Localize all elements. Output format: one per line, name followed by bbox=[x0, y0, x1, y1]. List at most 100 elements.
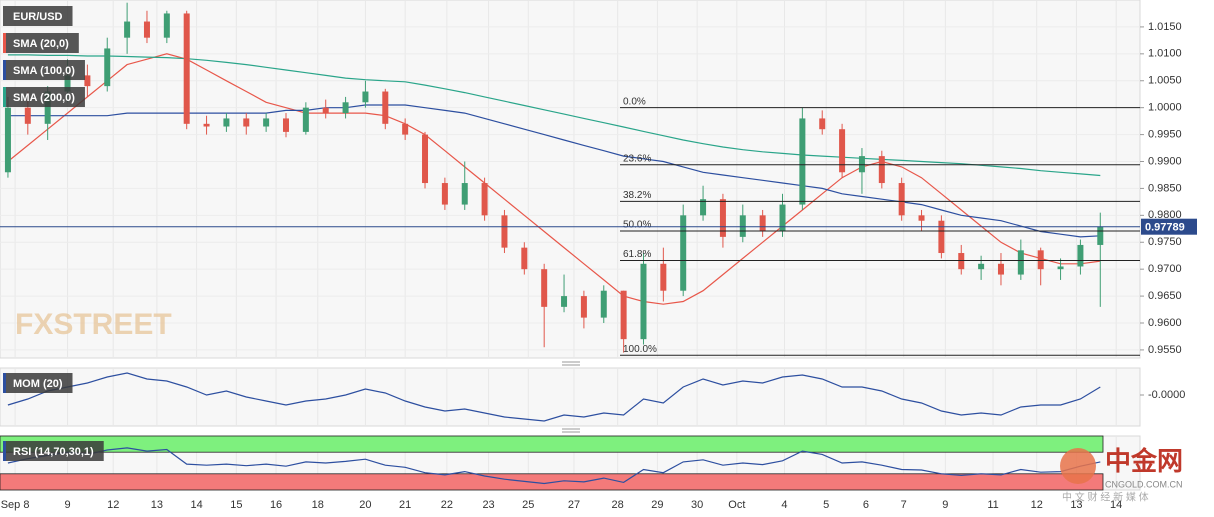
x-tick-label: 20 bbox=[359, 499, 371, 511]
candle-body bbox=[203, 123, 210, 127]
legend-box bbox=[3, 87, 85, 107]
candle-body bbox=[521, 247, 528, 270]
legend-box bbox=[3, 441, 104, 461]
candle-body bbox=[124, 21, 131, 38]
y-tick-label: 0.9650 bbox=[1148, 290, 1182, 302]
candle-body bbox=[779, 204, 786, 232]
logo-domain: CNGOLD.COM.CN bbox=[1105, 479, 1183, 489]
x-tick-label: Oct bbox=[728, 499, 745, 511]
candle-body bbox=[342, 102, 349, 114]
band bbox=[0, 435, 1104, 453]
y-tick-label: 0.9600 bbox=[1148, 317, 1182, 329]
watermark: FXSTREET bbox=[15, 308, 172, 341]
candle-body bbox=[1017, 250, 1024, 275]
x-tick-label: 25 bbox=[522, 499, 534, 511]
legend-box bbox=[3, 33, 79, 53]
candle-body bbox=[739, 215, 746, 237]
x-tick-label: 14 bbox=[1110, 499, 1122, 511]
candle-body bbox=[1037, 250, 1044, 270]
x-tick-label: 5 bbox=[823, 499, 829, 511]
x-tick-label: 13 bbox=[1070, 499, 1082, 511]
x-tick-label: 4 bbox=[781, 499, 787, 511]
candle-body bbox=[223, 118, 230, 127]
candle-body bbox=[541, 269, 548, 307]
y-tick-label: 0.9900 bbox=[1148, 155, 1182, 167]
legend-box bbox=[3, 6, 73, 26]
candle-body bbox=[263, 118, 270, 127]
y-tick-label: -0.0000 bbox=[1148, 389, 1185, 401]
fib-label: 23.6% bbox=[623, 153, 651, 164]
candle-body bbox=[938, 220, 945, 254]
candle-body bbox=[143, 21, 150, 38]
candle-body bbox=[322, 107, 329, 114]
candle-body bbox=[898, 183, 905, 216]
y-tick-label: 1.0000 bbox=[1148, 102, 1182, 114]
sma-line bbox=[7, 54, 1101, 177]
legend-swatch bbox=[3, 441, 6, 461]
x-tick-label: 22 bbox=[441, 499, 453, 511]
sma-line bbox=[7, 53, 1101, 305]
candle-body bbox=[680, 215, 687, 291]
legend-label: EUR/USD bbox=[13, 11, 63, 23]
y-tick-label: 0.9850 bbox=[1148, 182, 1182, 194]
candle-body bbox=[620, 290, 627, 340]
candle-body bbox=[640, 263, 647, 340]
fib-label: 61.8% bbox=[623, 249, 651, 260]
candle-body bbox=[422, 134, 429, 184]
main-panel bbox=[0, 0, 1141, 359]
indicator-line bbox=[7, 372, 1101, 422]
candle-body bbox=[878, 156, 885, 184]
y-tick-label: 0.9700 bbox=[1148, 263, 1182, 275]
x-tick-label: 12 bbox=[1031, 499, 1043, 511]
fib-label: 50.0% bbox=[623, 220, 651, 231]
y-tick-label: 0.9750 bbox=[1148, 236, 1182, 248]
candle-body bbox=[302, 107, 309, 132]
candle-body bbox=[402, 123, 409, 135]
sma-line bbox=[7, 104, 1101, 238]
candle-body bbox=[84, 75, 91, 87]
candle-body bbox=[799, 118, 806, 205]
plots: Sep 8 9 12 13 14 15 16 18 20 21 22 23 25 27 28 29 30 Oct 4… bbox=[0, 0, 1197, 511]
fib-label: 100.0% bbox=[623, 344, 657, 355]
candle-body bbox=[997, 263, 1004, 275]
x-tick-label: 7 bbox=[901, 499, 907, 511]
candle-body bbox=[719, 199, 726, 237]
candle-body bbox=[441, 183, 448, 205]
x-tick-label: 21 bbox=[399, 499, 411, 511]
candle-body bbox=[1077, 244, 1084, 267]
candle-body bbox=[4, 107, 11, 173]
candle-body bbox=[978, 263, 985, 270]
candle-body bbox=[64, 75, 71, 92]
y-tick-label: 1.0150 bbox=[1148, 21, 1182, 33]
candle-body bbox=[104, 48, 111, 87]
candle-body bbox=[501, 215, 508, 248]
candle-body bbox=[819, 118, 826, 130]
x-tick-label: 28 bbox=[612, 499, 624, 511]
candle-body bbox=[362, 91, 369, 103]
candle-body bbox=[282, 118, 289, 132]
x-tick-label: 11 bbox=[987, 499, 998, 511]
candle-body bbox=[1097, 226, 1104, 245]
legend-swatch bbox=[3, 33, 6, 53]
candle-body bbox=[44, 91, 51, 124]
candle-body bbox=[243, 118, 250, 127]
candle-body bbox=[24, 107, 31, 124]
y-tick-label: 0.9950 bbox=[1148, 128, 1182, 140]
candle-body bbox=[759, 215, 766, 232]
last-price-label: 0.97789 bbox=[1145, 222, 1185, 234]
x-tick-label: 16 bbox=[270, 499, 282, 511]
x-tick-label: 27 bbox=[568, 499, 580, 511]
logo-tagline: 中 文 财 经 新 媒 体 bbox=[1062, 491, 1149, 504]
legend-label: SMA (20,0) bbox=[13, 38, 69, 50]
legend-label: MOM (20) bbox=[13, 378, 63, 390]
x-tick-label: 30 bbox=[691, 499, 703, 511]
legend-label: RSI (14,70,30,1) bbox=[13, 446, 94, 458]
candle-body bbox=[481, 183, 488, 216]
mom-panel bbox=[0, 367, 1141, 427]
indicator-line bbox=[7, 447, 1101, 485]
fib-label: 0.0% bbox=[623, 96, 646, 107]
x-tick-label: 12 bbox=[107, 499, 119, 511]
legend-label: SMA (200,0) bbox=[13, 92, 75, 104]
candle-body bbox=[183, 13, 190, 124]
